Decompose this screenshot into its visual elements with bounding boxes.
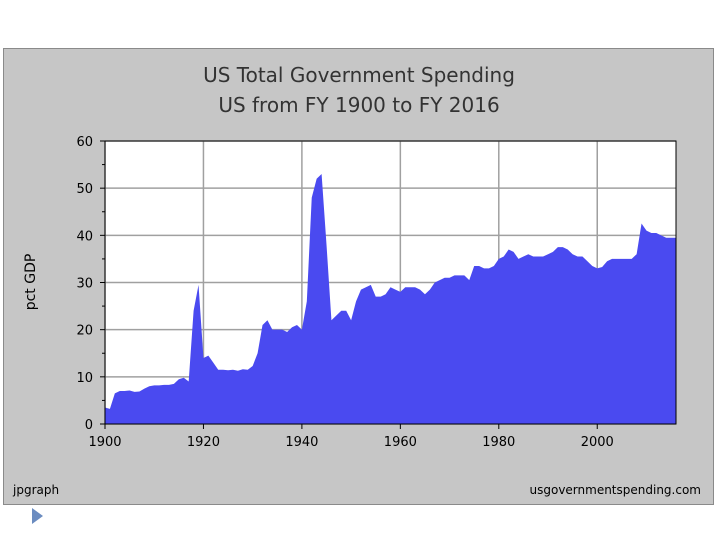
x-tick-label: 1900 — [88, 435, 121, 450]
y-tick-label: 10 — [76, 371, 93, 386]
bullet-arrow-icon — [32, 508, 43, 524]
y-tick-label: 40 — [76, 229, 93, 244]
x-tick-label: 2000 — [581, 435, 614, 450]
y-tick-label: 30 — [76, 277, 93, 292]
footer-right: usgovernmentspending.com — [530, 483, 702, 497]
y-axis-label: pct GDP — [23, 254, 39, 311]
y-tick-label: 0 — [85, 418, 93, 433]
x-tick-label: 1980 — [482, 435, 515, 450]
chart-subtitle: US from FY 1900 to FY 2016 — [218, 93, 499, 117]
x-tick-label: 1920 — [187, 435, 220, 450]
chart-title: US Total Government Spending — [203, 63, 515, 87]
footer-left: jpgraph — [12, 483, 59, 497]
x-tick-label: 1960 — [384, 435, 417, 450]
y-tick-label: 60 — [76, 135, 93, 150]
government-spending-chart: US Total Government Spending US from FY … — [12, 63, 702, 497]
x-tick-label: 1940 — [285, 435, 318, 450]
x-axis-ticks: 1900 1920 1940 1960 1980 2000 — [88, 424, 614, 450]
y-axis-ticks: 0 10 20 30 40 50 60 — [76, 135, 105, 433]
y-tick-label: 20 — [76, 324, 93, 339]
y-tick-label: 50 — [76, 182, 93, 197]
chart-frame: US Total Government Spending US from FY … — [3, 48, 714, 505]
spending-area — [105, 174, 676, 424]
